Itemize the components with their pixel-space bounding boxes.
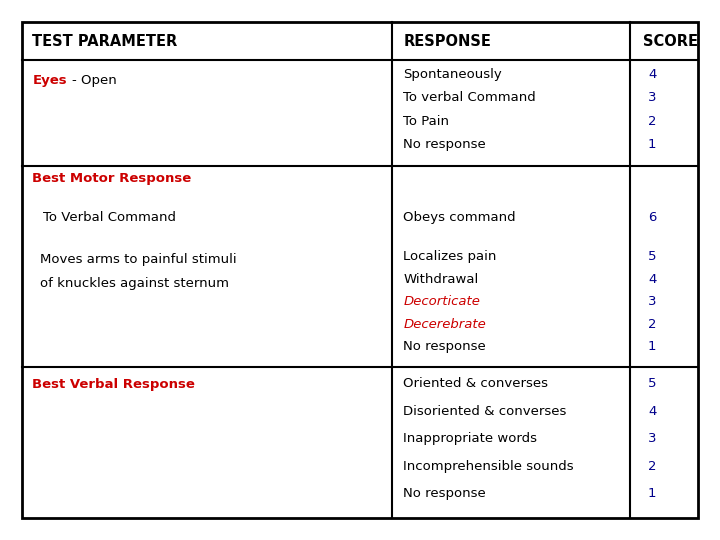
Text: Decorticate: Decorticate (403, 295, 480, 308)
Text: 1: 1 (648, 340, 657, 353)
Text: Eyes: Eyes (32, 74, 67, 87)
Text: 4: 4 (648, 273, 657, 286)
Text: Incomprehensible sounds: Incomprehensible sounds (403, 460, 574, 472)
Text: of knuckles against sternum: of knuckles against sternum (40, 277, 229, 290)
Text: RESPONSE: RESPONSE (403, 33, 491, 49)
Text: 2: 2 (648, 318, 657, 331)
Text: Decerebrate: Decerebrate (403, 318, 486, 331)
Text: No response: No response (403, 138, 486, 151)
Text: Obeys command: Obeys command (403, 211, 516, 224)
Text: Withdrawal: Withdrawal (403, 273, 479, 286)
Text: 2: 2 (648, 460, 657, 472)
Text: 3: 3 (648, 432, 657, 445)
Text: Disoriented & converses: Disoriented & converses (403, 404, 567, 417)
Text: Moves arms to painful stimuli: Moves arms to painful stimuli (40, 253, 236, 266)
Text: 4: 4 (648, 68, 657, 81)
Text: 5: 5 (648, 377, 657, 390)
Text: Best Verbal Response: Best Verbal Response (32, 378, 195, 391)
Text: SCORE: SCORE (643, 33, 698, 49)
Text: Localizes pain: Localizes pain (403, 250, 497, 263)
Text: 2: 2 (648, 115, 657, 128)
Text: 4: 4 (648, 404, 657, 417)
Text: Inappropriate words: Inappropriate words (403, 432, 537, 445)
Text: TEST PARAMETER: TEST PARAMETER (32, 33, 178, 49)
Text: 3: 3 (648, 295, 657, 308)
Text: 1: 1 (648, 487, 657, 500)
Text: 5: 5 (648, 250, 657, 263)
Text: No response: No response (403, 340, 486, 353)
Text: To Verbal Command: To Verbal Command (43, 211, 176, 224)
Text: Best Motor Response: Best Motor Response (32, 172, 192, 185)
Text: - Open: - Open (72, 74, 117, 87)
Text: Oriented & converses: Oriented & converses (403, 377, 548, 390)
Text: Spontaneously: Spontaneously (403, 68, 502, 81)
Text: To verbal Command: To verbal Command (403, 91, 536, 104)
Text: 3: 3 (648, 91, 657, 104)
Text: To Pain: To Pain (403, 115, 449, 128)
Text: 1: 1 (648, 138, 657, 151)
Text: 6: 6 (648, 211, 657, 224)
Text: No response: No response (403, 487, 486, 500)
